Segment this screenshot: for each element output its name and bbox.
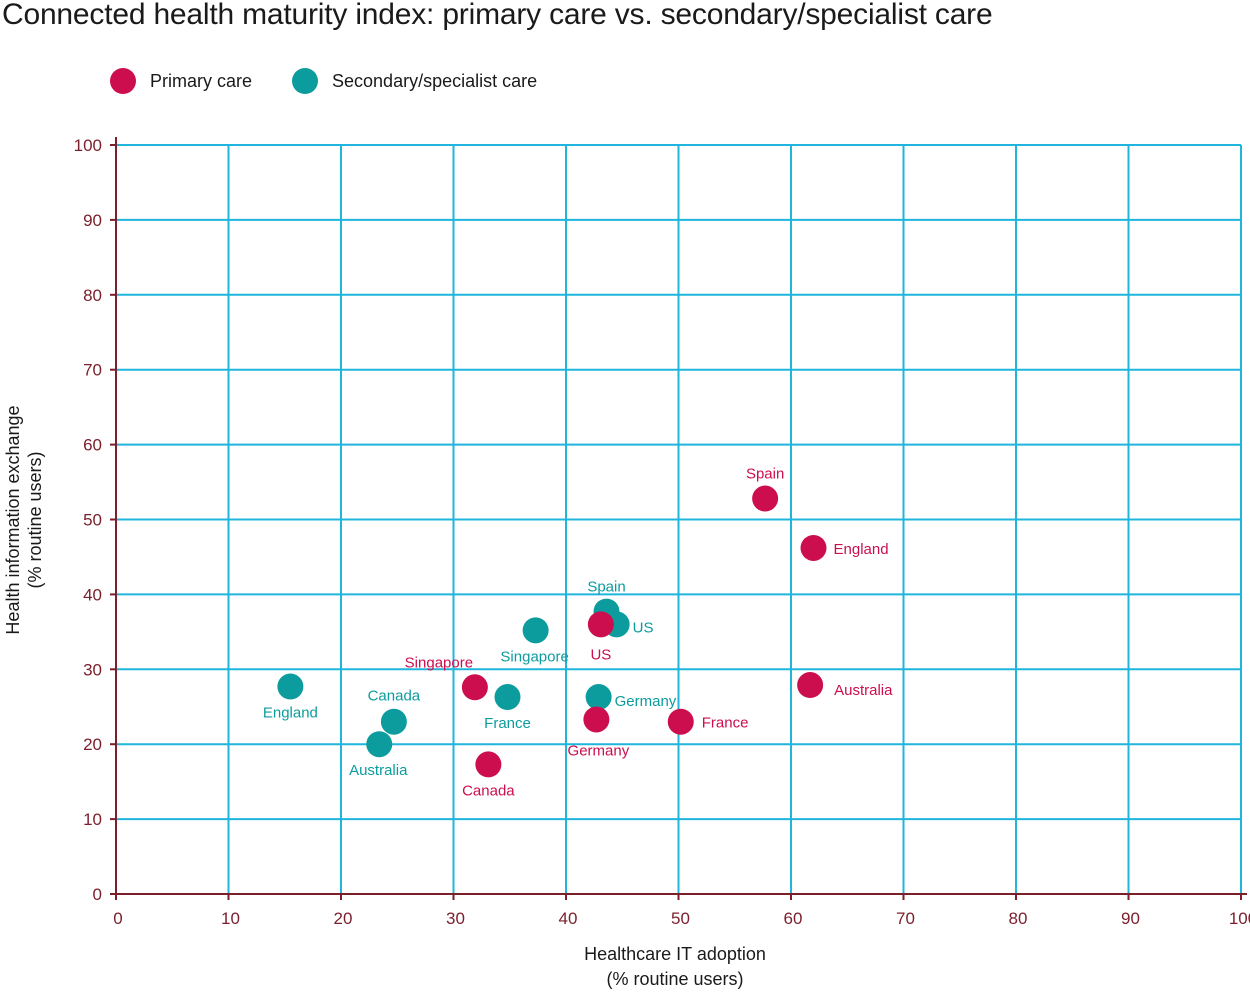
- data-label-secondary-france: France: [484, 715, 531, 732]
- point-primary-canada: [475, 751, 502, 778]
- data-label-primary-singapore: Singapore: [405, 654, 473, 671]
- data-label-secondary-us: US: [633, 619, 654, 636]
- y-tick-label: 70: [83, 361, 102, 380]
- point-secondary-singapore: [522, 617, 549, 644]
- y-tick-label: 90: [83, 211, 102, 230]
- x-tick-label: 20: [334, 909, 353, 928]
- x-tick-label: 100: [1229, 909, 1250, 928]
- data-label-secondary-spain: Spain: [587, 579, 625, 596]
- data-label-primary-england: England: [834, 541, 889, 558]
- point-primary-australia: [797, 672, 824, 699]
- y-tick-label: 10: [83, 810, 102, 829]
- y-axis-title-sub: (% routine users): [25, 451, 45, 589]
- x-axis-title-main: Healthcare IT adoption: [584, 944, 766, 964]
- data-label-secondary-canada: Canada: [368, 688, 421, 705]
- y-tick-label: 80: [83, 286, 102, 305]
- data-label-secondary-germany: Germany: [615, 693, 677, 710]
- legend-item-primary-care: Primary care: [110, 68, 252, 94]
- y-tick-label: 30: [83, 660, 102, 679]
- y-tick-label: 60: [83, 436, 102, 455]
- data-label-primary-france: France: [702, 715, 749, 732]
- legend-item-secondary-care: Secondary/specialist care: [292, 68, 537, 94]
- legend-marker-secondary-care: [292, 68, 319, 94]
- x-tick-label: 90: [1121, 909, 1140, 928]
- data-label-secondary-australia: Australia: [349, 762, 408, 779]
- y-axis-title: Health information exchange (% routine u…: [2, 405, 46, 634]
- data-label-primary-canada: Canada: [462, 782, 515, 799]
- x-tick-label: 0: [113, 909, 122, 928]
- y-tick-label: 100: [74, 136, 102, 155]
- point-secondary-england: [277, 673, 304, 700]
- y-axis-title-main: Health information exchange: [3, 405, 23, 635]
- data-label-primary-us: US: [590, 646, 611, 663]
- chart-title: Connected health maturity index: primary…: [2, 0, 993, 31]
- data-label-primary-spain: Spain: [746, 466, 784, 483]
- x-tick-label: 30: [446, 909, 465, 928]
- y-tick-label: 20: [83, 735, 102, 754]
- legend-marker-primary-care: [110, 68, 136, 94]
- point-primary-germany: [583, 706, 610, 733]
- data-label-primary-australia: Australia: [834, 682, 893, 699]
- point-secondary-canada: [380, 708, 407, 735]
- point-primary-france: [667, 708, 694, 735]
- x-tick-label: 70: [896, 909, 915, 928]
- x-tick-label: 50: [671, 909, 690, 928]
- x-tick-label: 80: [1009, 909, 1028, 928]
- data-label-secondary-singapore: Singapore: [500, 648, 568, 665]
- y-tick-label: 0: [93, 885, 102, 904]
- legend-label-primary-care: Primary care: [150, 70, 253, 91]
- point-secondary-germany: [585, 684, 612, 711]
- data-label-secondary-england: England: [263, 705, 318, 722]
- x-tick-label: 10: [221, 909, 240, 928]
- legend-label-secondary-care: Secondary/specialist care: [332, 70, 538, 91]
- x-axis-title: Healthcare IT adoption (% routine users): [584, 942, 766, 992]
- point-secondary-australia: [366, 731, 393, 758]
- data-label-primary-germany: Germany: [568, 742, 630, 759]
- point-primary-singapore: [461, 674, 488, 701]
- x-axis-title-sub: (% routine users): [606, 969, 744, 989]
- y-tick-label: 40: [83, 585, 102, 604]
- legend: Primary care Secondary/specialist care: [110, 68, 577, 94]
- point-secondary-france: [494, 684, 521, 711]
- x-tick-label: 60: [784, 909, 803, 928]
- point-primary-england: [800, 534, 827, 561]
- y-tick-label: 50: [83, 511, 102, 530]
- x-tick-label: 40: [559, 909, 578, 928]
- point-primary-spain: [752, 485, 779, 512]
- point-primary-us: [587, 611, 614, 638]
